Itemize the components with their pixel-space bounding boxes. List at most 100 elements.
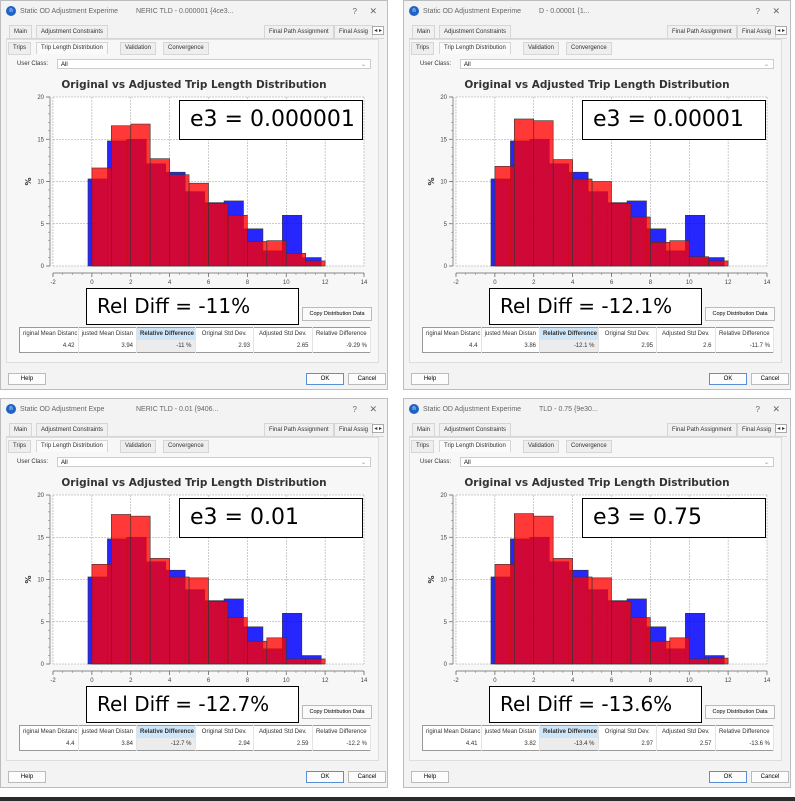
subtab-trip-length-distribution[interactable]: Trip Length Distribution [439, 42, 511, 54]
ok-button[interactable]: OK [709, 373, 747, 385]
close-icon[interactable]: ✕ [772, 6, 780, 16]
header-adjusted-mean[interactable]: justed Mean Distan [78, 327, 137, 340]
x-tick-label: 12 [322, 678, 329, 684]
copy-distribution-data-button[interactable]: Copy Distribution Data [302, 307, 372, 321]
tab-main[interactable]: Main [412, 423, 436, 436]
tab-scroll-arrows-icon[interactable]: ◂ ▸ [775, 26, 787, 35]
tab-final-path-assignment[interactable]: Final Path Assignment [667, 25, 737, 38]
tab-main[interactable]: Main [9, 423, 33, 436]
user-class-select[interactable]: All ⌄ [460, 457, 774, 467]
close-icon[interactable]: ✕ [772, 404, 780, 414]
header-adjusted-std[interactable]: Adjusted Std Dev. [253, 725, 313, 738]
close-icon[interactable]: ✕ [369, 6, 377, 16]
header-original-mean[interactable]: riginal Mean Distanc [422, 327, 482, 340]
subtab-validation[interactable]: Validation [523, 42, 559, 55]
adjusted-bar [208, 601, 229, 665]
copy-distribution-data-button[interactable]: Copy Distribution Data [302, 705, 372, 719]
help-icon[interactable]: ? [352, 7, 357, 16]
cancel-button[interactable]: Cancel [348, 373, 386, 385]
x-tick-label: 8 [649, 678, 653, 684]
help-icon[interactable]: ? [755, 405, 760, 414]
tab-main[interactable]: Main [9, 25, 33, 38]
subtab-trips[interactable]: Trips [8, 440, 32, 453]
help-button[interactable]: Help [411, 373, 449, 385]
header-std-relative-difference[interactable]: Relative Difference [312, 725, 371, 738]
app-icon: n [6, 6, 16, 16]
header-adjusted-mean[interactable]: justed Mean Distan [481, 725, 540, 738]
header-std-relative-difference[interactable]: Relative Difference [312, 327, 371, 340]
close-icon[interactable]: ✕ [369, 404, 377, 414]
help-button[interactable]: Help [8, 771, 46, 783]
help-button[interactable]: Help [8, 373, 46, 385]
subtab-convergence[interactable]: Convergence [566, 440, 612, 453]
user-class-select[interactable]: All ⌄ [57, 59, 371, 69]
header-mean-relative-difference[interactable]: Relative Difference [136, 725, 196, 738]
adjusted-mean-value: 3.82 [481, 738, 540, 751]
header-adjusted-std[interactable]: Adjusted Std Dev. [656, 725, 716, 738]
mean-relative-difference-value: -12.7 % [136, 738, 196, 751]
chart-title: Original vs Adjusted Trip Length Distrib… [464, 79, 730, 91]
cancel-button[interactable]: Cancel [348, 771, 386, 783]
tab-final-path-assignment[interactable]: Final Path Assignment [264, 423, 334, 436]
help-button[interactable]: Help [411, 771, 449, 783]
ok-button[interactable]: OK [306, 771, 344, 783]
header-adjusted-std[interactable]: Adjusted Std Dev. [253, 327, 313, 340]
header-std-relative-difference[interactable]: Relative Difference [715, 327, 774, 340]
x-tick-label: 0 [90, 280, 94, 286]
y-tick-label: 15 [440, 137, 447, 143]
tab-adjustment-constraints[interactable]: Adjustment Constraints [36, 423, 109, 436]
ok-button[interactable]: OK [306, 373, 344, 385]
y-tick-label: 5 [444, 620, 448, 626]
header-original-mean[interactable]: riginal Mean Distanc [422, 725, 482, 738]
subtab-trips[interactable]: Trips [8, 42, 32, 55]
tab-scroll-arrows-icon[interactable]: ◂ ▸ [372, 26, 384, 35]
x-tick-label: -2 [50, 280, 56, 286]
subtab-validation[interactable]: Validation [120, 440, 156, 453]
header-original-std[interactable]: Original Std Dev. [598, 327, 657, 340]
tab-final-path-assignment[interactable]: Final Path Assignment [264, 25, 334, 38]
header-mean-relative-difference[interactable]: Relative Difference [539, 725, 599, 738]
stats-header-row: riginal Mean Distanc justed Mean Distan … [19, 327, 371, 340]
header-std-relative-difference[interactable]: Relative Difference [715, 725, 774, 738]
stats-table: riginal Mean Distanc justed Mean Distan … [19, 327, 371, 353]
subtab-trip-length-distribution[interactable]: Trip Length Distribution [439, 440, 511, 452]
subtab-validation[interactable]: Validation [120, 42, 156, 55]
subtab-validation[interactable]: Validation [523, 440, 559, 453]
subtab-trip-length-distribution[interactable]: Trip Length Distribution [36, 440, 108, 452]
subtab-trip-length-distribution[interactable]: Trip Length Distribution [36, 42, 108, 54]
tab-adjustment-constraints[interactable]: Adjustment Constraints [36, 25, 109, 38]
cancel-button[interactable]: Cancel [751, 771, 789, 783]
header-mean-relative-difference[interactable]: Relative Difference [539, 327, 599, 340]
header-adjusted-std[interactable]: Adjusted Std Dev. [656, 327, 716, 340]
header-original-std[interactable]: Original Std Dev. [195, 327, 254, 340]
header-adjusted-mean[interactable]: justed Mean Distan [78, 725, 137, 738]
user-class-select[interactable]: All ⌄ [57, 457, 371, 467]
window-title-suffix: D - 0.00001 {1... [539, 8, 590, 15]
subtab-trips[interactable]: Trips [411, 440, 435, 453]
adjusted-bar [247, 640, 268, 665]
subtab-convergence[interactable]: Convergence [163, 42, 209, 55]
cancel-button[interactable]: Cancel [751, 373, 789, 385]
tab-scroll-arrows-icon[interactable]: ◂ ▸ [372, 424, 384, 433]
help-icon[interactable]: ? [352, 405, 357, 414]
header-original-mean[interactable]: riginal Mean Distanc [19, 327, 79, 340]
subtab-convergence[interactable]: Convergence [566, 42, 612, 55]
subtab-trips[interactable]: Trips [411, 42, 435, 55]
tab-main[interactable]: Main [412, 25, 436, 38]
header-mean-relative-difference[interactable]: Relative Difference [136, 327, 196, 340]
ok-button[interactable]: OK [709, 771, 747, 783]
tab-scroll-arrows-icon[interactable]: ◂ ▸ [775, 424, 787, 433]
header-original-std[interactable]: Original Std Dev. [598, 725, 657, 738]
tab-adjustment-constraints[interactable]: Adjustment Constraints [439, 25, 512, 38]
help-icon[interactable]: ? [755, 7, 760, 16]
user-class-select[interactable]: All ⌄ [460, 59, 774, 69]
header-original-std[interactable]: Original Std Dev. [195, 725, 254, 738]
subtab-convergence[interactable]: Convergence [163, 440, 209, 453]
tab-final-path-assignment[interactable]: Final Path Assignment [667, 423, 737, 436]
adjusted-bar [494, 165, 515, 267]
header-original-mean[interactable]: riginal Mean Distanc [19, 725, 79, 738]
tab-adjustment-constraints[interactable]: Adjustment Constraints [439, 423, 512, 436]
copy-distribution-data-button[interactable]: Copy Distribution Data [705, 307, 775, 321]
copy-distribution-data-button[interactable]: Copy Distribution Data [705, 705, 775, 719]
header-adjusted-mean[interactable]: justed Mean Distan [481, 327, 540, 340]
